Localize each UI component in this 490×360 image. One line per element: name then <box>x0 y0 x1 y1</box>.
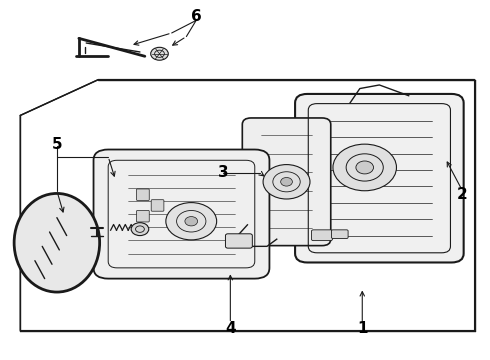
FancyBboxPatch shape <box>331 230 348 238</box>
FancyBboxPatch shape <box>295 94 464 262</box>
Circle shape <box>151 47 168 60</box>
FancyBboxPatch shape <box>94 149 270 279</box>
Circle shape <box>263 165 310 199</box>
Circle shape <box>166 203 217 240</box>
Text: 6: 6 <box>191 9 201 24</box>
FancyBboxPatch shape <box>312 230 332 240</box>
Circle shape <box>356 161 373 174</box>
Ellipse shape <box>14 193 99 292</box>
Text: 1: 1 <box>357 321 368 336</box>
Text: 5: 5 <box>51 137 62 152</box>
Circle shape <box>281 177 293 186</box>
Text: 3: 3 <box>218 165 228 180</box>
Circle shape <box>185 217 197 226</box>
FancyBboxPatch shape <box>151 200 164 211</box>
FancyBboxPatch shape <box>137 211 149 222</box>
Text: 4: 4 <box>225 321 236 336</box>
FancyBboxPatch shape <box>243 118 331 246</box>
FancyBboxPatch shape <box>137 189 149 201</box>
Circle shape <box>131 223 149 235</box>
Text: 2: 2 <box>457 187 468 202</box>
Circle shape <box>333 144 396 191</box>
FancyBboxPatch shape <box>225 234 252 248</box>
